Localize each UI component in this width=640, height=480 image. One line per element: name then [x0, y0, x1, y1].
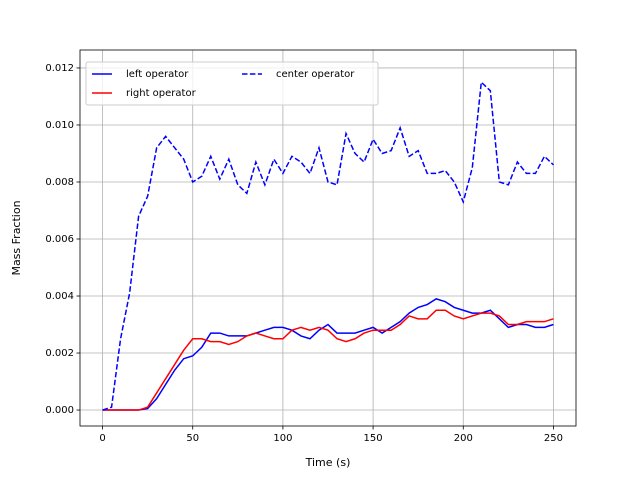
legend-label: center operator: [276, 69, 355, 80]
plot-frame: [79, 49, 577, 427]
x-tick-label: 0: [99, 433, 105, 444]
line-series: [102, 80, 554, 411]
legend-label: left operator: [126, 69, 189, 80]
x-axis-label: Time (s): [305, 456, 351, 469]
y-tick-label: 0.010: [45, 120, 74, 131]
legend-box: [85, 61, 379, 106]
x-tick-label: 50: [186, 433, 199, 444]
x-tick-label: 150: [364, 433, 383, 444]
line-series: [102, 298, 554, 411]
y-tick-label: 0.004: [45, 291, 74, 302]
x-tick-label: 200: [454, 433, 473, 444]
y-tick-label: 0.002: [45, 348, 74, 359]
line-series: [102, 309, 554, 411]
y-axis-label: Mass Fraction: [10, 200, 23, 275]
y-tick-label: 0.008: [45, 177, 74, 188]
x-tick-label: 100: [273, 433, 292, 444]
legend-label: right operator: [126, 88, 197, 99]
x-tick-label: 250: [544, 433, 563, 444]
y-tick-label: 0.006: [45, 234, 74, 245]
y-tick-label: 0.012: [45, 63, 74, 74]
y-tick-label: 0.000: [45, 405, 74, 416]
